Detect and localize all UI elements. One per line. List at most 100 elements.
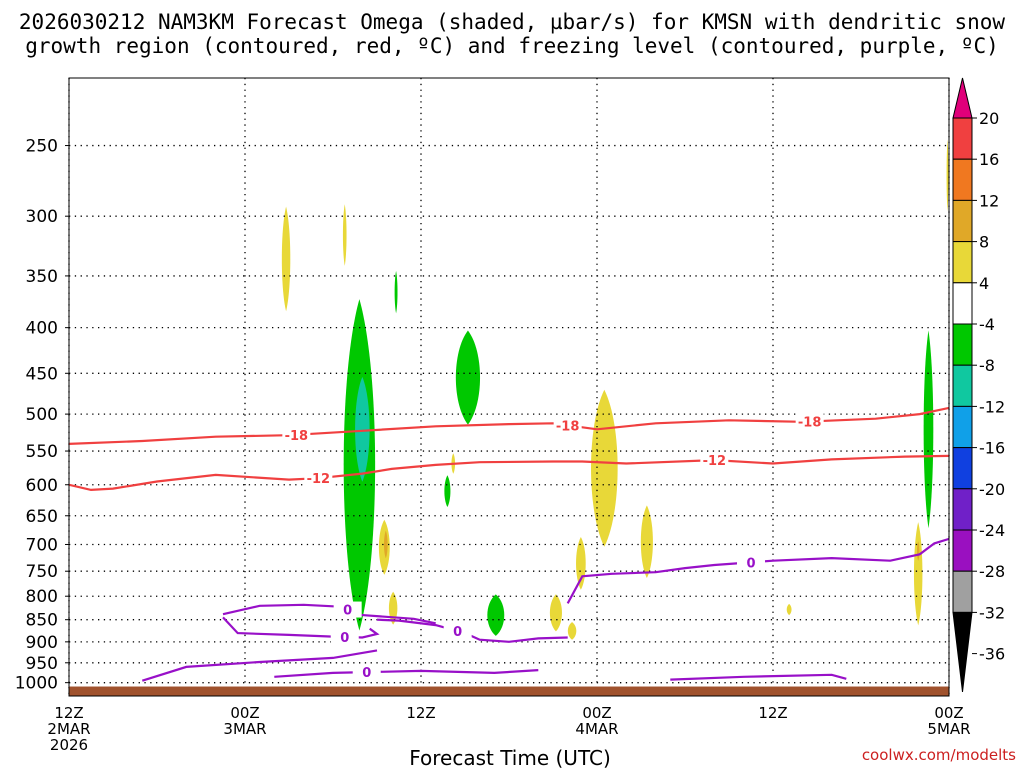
colorbar-label-13: -36 <box>979 645 1005 664</box>
colorbar-label-3: 8 <box>979 233 989 252</box>
omega-region-7 <box>281 206 291 312</box>
colorbar-label-6: -8 <box>979 356 995 375</box>
x-tick-label-0-2: 2026 <box>50 736 88 754</box>
contour-label-0-1: -18 <box>556 419 580 434</box>
colorbar-cell-2 <box>952 158 973 201</box>
y-tick-label-800: 800 <box>26 587 58 607</box>
colorbar-label-4: 4 <box>979 274 989 293</box>
colorbar-legend: 20 16 12 8 4 -4 -8 -12 -16 -20 -24 -28 -32 -36 <box>952 77 1005 693</box>
omega-region-20 <box>383 530 388 559</box>
contour-0 <box>69 406 949 445</box>
x-tick-label-12-1: 3MAR <box>223 720 266 738</box>
contour-1 <box>69 454 949 492</box>
contour-label-1-1-bg <box>700 452 729 469</box>
colorbar-cell-8 <box>952 405 973 449</box>
y-tick-label-950: 950 <box>26 654 58 674</box>
colorbar-label-1: 16 <box>979 150 999 169</box>
contour-label-2-0: 0 <box>746 556 755 571</box>
contour-label-1-0: -12 <box>307 472 331 487</box>
freezing-segment-2 <box>376 618 568 643</box>
x-tick-label-60-1: 5MAR <box>927 720 970 738</box>
freezing-label-1-bg <box>330 628 359 645</box>
contour-layer: -18 -18 -18 -12 -12 0 0 0 0 0 <box>69 406 949 682</box>
y-tick-label-300: 300 <box>26 207 58 227</box>
y-tick-label-400: 400 <box>26 319 58 339</box>
colorbar-label-9: -20 <box>979 480 1005 499</box>
credit-text: coolwx.com/modelts <box>862 746 1016 764</box>
colorbar-label-12: -32 <box>979 603 1005 622</box>
omega-region-3 <box>487 594 505 636</box>
contour-label-0-1-bg <box>553 417 582 434</box>
colorbar-cell-4 <box>952 241 973 284</box>
colorbar-cell-12 <box>952 570 973 613</box>
freezing-label-2: 0 <box>453 625 462 640</box>
y-tick-label-600: 600 <box>26 476 58 496</box>
colorbar-cell-9 <box>952 447 973 490</box>
colorbar-cell-6 <box>952 323 973 366</box>
freezing-label-2-bg <box>443 623 472 640</box>
omega-region-14 <box>549 594 562 632</box>
contour-label-0-2-bg <box>795 413 824 430</box>
freezing-label-0: 0 <box>343 604 352 619</box>
freezing-label-0-bg <box>333 601 362 618</box>
colorbar-cell-5 <box>952 282 973 325</box>
omega-region-4 <box>923 330 934 529</box>
colorbar-label-7: -12 <box>979 397 1005 416</box>
freezing-segment-4 <box>274 669 539 678</box>
omega-region-17 <box>786 603 792 616</box>
contour-label-1-0-bg <box>304 470 333 487</box>
colorbar-label-11: -28 <box>979 562 1005 581</box>
colorbar-cell-0 <box>952 77 973 119</box>
freezing-label-3-bg <box>352 664 381 681</box>
colorbar-label-10: -24 <box>979 521 1005 540</box>
colorbar-cell-11 <box>952 529 973 572</box>
plot-frame <box>68 77 950 697</box>
x-tick-label-0-0: 12Z <box>54 704 83 722</box>
x-tick-label-0-1: 2MAR <box>47 720 90 738</box>
omega-region-6 <box>444 475 451 508</box>
freezing-segment-3 <box>141 649 378 682</box>
omega-shading-layer <box>281 139 949 640</box>
y-tick-label-1000: 1000 <box>15 674 58 694</box>
y-tick-label-350: 350 <box>26 267 58 287</box>
x-tick-label-24-0: 12Z <box>406 704 435 722</box>
colorbar-cell-1 <box>952 117 973 160</box>
omega-region-15 <box>567 622 577 640</box>
y-tick-label-250: 250 <box>26 137 58 157</box>
y-tick-label-750: 750 <box>26 562 58 582</box>
contour-label-2-0-bg <box>737 554 765 571</box>
y-tick-label-850: 850 <box>26 611 58 631</box>
omega-region-2 <box>455 330 481 425</box>
omega-region-1 <box>355 376 370 482</box>
omega-region-16 <box>640 505 653 579</box>
contour-label-1-1: -12 <box>703 454 727 469</box>
y-tick-label-650: 650 <box>26 507 58 527</box>
y-axis: 2503003504004505005506006507007508008509… <box>15 137 69 694</box>
y-tick-label-450: 450 <box>26 364 58 384</box>
freezing-label-1: 0 <box>340 631 349 646</box>
plot-background <box>69 78 949 696</box>
chart-title-line-2: growth region (contoured, red, ºC) and f… <box>25 34 999 58</box>
contour-label-0-0-bg <box>282 426 311 443</box>
x-tick-label-36-1: 4MAR <box>575 720 618 738</box>
contour-label-0-0: -18 <box>285 429 309 444</box>
chart-title-line-1: 2026030212 NAM3KM Forecast Omega (shaded… <box>18 10 1006 34</box>
colorbar-cell-3 <box>952 199 973 243</box>
x-axis-label: Forecast Time (UTC) <box>409 746 611 768</box>
omega-region-19 <box>946 139 949 212</box>
x-tick-label-48-0: 12Z <box>758 704 787 722</box>
y-tick-label-900: 900 <box>26 633 58 653</box>
x-tick-label-36-0: 00Z <box>582 704 611 722</box>
omega-region-18 <box>913 522 923 626</box>
y-tick-label-700: 700 <box>26 535 58 555</box>
y-tick-label-500: 500 <box>26 405 58 425</box>
ground-surface <box>69 686 949 696</box>
omega-region-8 <box>342 204 347 266</box>
colorbar-cell-10 <box>952 488 973 531</box>
freezing-label-3: 0 <box>362 666 371 681</box>
colorbar-label-2: 12 <box>979 191 999 210</box>
colorbar-cell-13 <box>952 611 973 693</box>
omega-region-5 <box>394 270 398 314</box>
